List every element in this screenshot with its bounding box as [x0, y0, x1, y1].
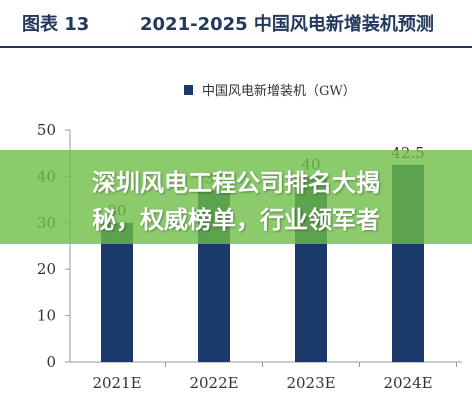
- banner-line-2: 秘，权威榜单，行业领军者: [92, 206, 380, 234]
- legend-label: 中国风电新增装机（GW）: [202, 83, 356, 99]
- legend-swatch: [184, 85, 193, 95]
- y-tick-label: 50: [37, 121, 56, 139]
- x-tick-label: 2023E: [286, 374, 335, 392]
- figure-number: 图表 13: [22, 14, 90, 35]
- x-tick-label: 2022E: [189, 374, 238, 392]
- bar: [101, 222, 133, 362]
- banner-line-1: 深圳风电工程公司排名大揭: [92, 169, 380, 197]
- y-tick-label: 10: [37, 307, 56, 325]
- x-tick-label: 2021E: [92, 374, 141, 392]
- overlay-banner: 深圳风电工程公司排名大揭 秘，权威榜单，行业领军者: [0, 150, 472, 244]
- y-tick-label: 20: [37, 260, 56, 278]
- figure-title: 2021-2025 中国风电新增装机预测: [140, 14, 434, 35]
- figure-header: 图表 13 2021-2025 中国风电新增装机预测: [0, 0, 472, 48]
- x-tick-label: 2024E: [383, 374, 432, 392]
- y-tick-label: 0: [46, 353, 56, 371]
